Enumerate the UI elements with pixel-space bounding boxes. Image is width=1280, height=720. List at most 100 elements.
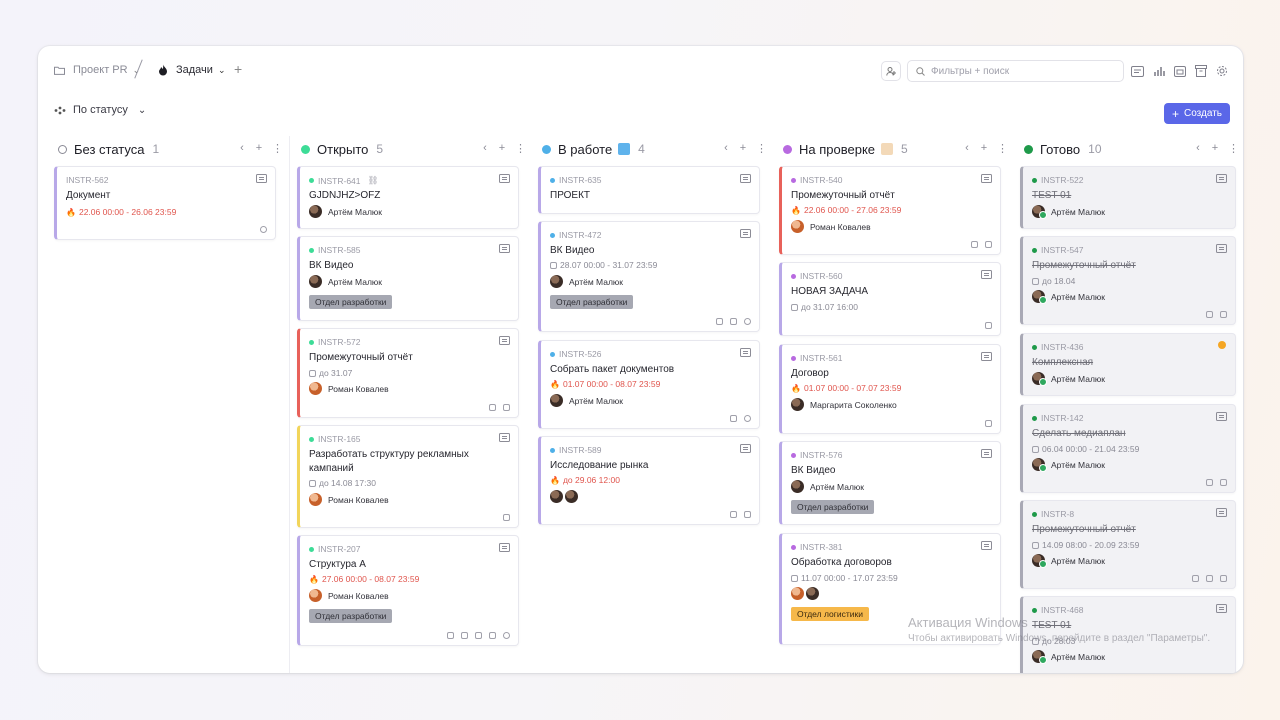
avatar [550,275,563,288]
column-open: Открыто 5 ‹ + ⋮ INSTR-641 ⛓ GJDNJHZ>OFZ Арт… [297,136,526,673]
avatar [1032,458,1047,472]
search-box[interactable] [907,60,1124,82]
task-card[interactable]: INSTR-572 Промежуточный отчёт до 31.07 Р… [297,328,519,418]
more-icon[interactable]: ⋮ [1228,143,1239,155]
chart-icon[interactable] [1152,64,1166,78]
task-title: ВК Видео [309,260,354,271]
more-icon[interactable]: ⋮ [515,143,526,155]
subtask-icon [730,415,737,422]
department-tag: Отдел разработки [309,295,393,309]
info-icon [503,632,510,639]
avatar [1032,205,1047,219]
task-card[interactable]: INSTR-8 Промежуточный отчёт 14.09 08:00 … [1020,500,1236,589]
group-by-selector[interactable]: По статусу ⌄ [54,104,146,116]
more-icon[interactable]: ⋮ [272,143,283,155]
column-divider [289,136,290,673]
assignee: Роман Ковалев [791,220,871,233]
chevron-down-icon: ⌄ [132,64,141,75]
task-id: INSTR-585 [318,245,361,255]
department-tag: Отдел разработки [550,295,634,309]
task-id: INSTR-468 [1041,605,1084,615]
column-header: В работе 4 ‹ + ⋮ [538,136,767,162]
description-icon [981,352,992,361]
task-card[interactable]: INSTR-547 Промежуточный отчёт до 18.04 А… [1020,236,1236,325]
task-card[interactable]: INSTR-142 Сделать медиаплан 06.04 00:00 … [1020,404,1236,493]
column-header: Без статуса 1 ‹ + ⋮ [54,136,283,162]
task-card[interactable]: INSTR-560 НОВАЯ ЗАДАЧА до 31.07 16:00 [779,262,1001,336]
add-card-icon[interactable]: + [980,142,988,154]
assignee: Роман Ковалев [309,493,389,506]
search-icon [916,66,925,76]
status-dot [542,144,551,154]
add-card-icon[interactable]: + [739,142,747,154]
card-view-icon[interactable] [1130,64,1144,78]
lock-icon [730,318,737,325]
description-icon [740,174,751,183]
collapse-left-icon[interactable]: ‹ [965,142,969,154]
gear-icon[interactable] [1215,64,1229,78]
description-icon [256,174,267,183]
task-card[interactable]: INSTR-436 Комплексная Артём Малюк [1020,333,1236,396]
task-id: INSTR-589 [559,445,602,455]
column-title: Открыто [317,141,369,157]
task-card[interactable]: INSTR-472 ВК Видео 28.07 00:00 - 31.07 2… [538,221,760,332]
chevron-down-icon: ⌄ [137,104,147,116]
task-card[interactable]: INSTR-381 Обработка договоров 11.07 00:0… [779,533,1001,645]
collapse-left-icon[interactable]: ‹ [240,142,244,154]
group-icon [54,106,66,114]
department-tag: Отдел разработки [791,500,875,514]
assignee: Артём Малюк [309,205,382,218]
task-card[interactable]: INSTR-526 Собрать пакет документов 🔥 01.0… [538,340,760,429]
task-card[interactable]: INSTR-561 Договор 🔥 01.07 00:00 - 07.07 2… [779,344,1001,434]
assignees [550,490,578,503]
task-card[interactable]: INSTR-562 Документ 🔥 22.06 00:00 - 26.06 … [54,166,276,240]
column-title: Готово [1040,141,1081,157]
breadcrumb-project[interactable]: Проект PR ⌄ [54,64,140,76]
task-card[interactable]: INSTR-165 Разработать структуру рекламны… [297,425,519,528]
edit-icon [1206,479,1213,486]
department-tag: Отдел разработки [309,609,393,623]
task-card[interactable]: INSTR-589 Исследование рынка 🔥 до 29.06 1… [538,436,760,525]
description-icon [1216,412,1227,421]
task-card[interactable]: INSTR-635 ПРОЕКТ [538,166,760,214]
more-icon[interactable]: ⋮ [997,143,1008,155]
status-dot [783,144,792,154]
add-card-icon[interactable]: + [498,142,506,154]
description-icon [981,449,992,458]
fire-icon: 🔥 [791,383,801,393]
task-card[interactable]: INSTR-468 TEST 01 до 28.03 Артём Малюк [1020,596,1236,673]
plus-icon: + [1171,106,1179,121]
search-input[interactable] [931,65,1101,77]
avatar [791,220,804,233]
task-id: INSTR-165 [318,434,361,444]
subtask-icon [1220,479,1227,486]
task-date: до 18.04 [1032,276,1075,286]
task-card[interactable]: INSTR-522 TEST 01 Артём Малюк [1020,166,1236,229]
collapse-left-icon[interactable]: ‹ [724,142,728,154]
task-card[interactable]: INSTR-540 Промежуточный отчёт 🔥 22.06 00:… [779,166,1001,255]
add-card-icon[interactable]: + [255,142,263,154]
create-button[interactable]: + Создать [1164,103,1230,124]
task-card[interactable]: INSTR-576 ВК Видео Артём Малюк Отдел раз… [779,441,1001,525]
subtask-icon [716,318,723,325]
more-icon[interactable]: ⋮ [756,143,767,155]
breadcrumb-tasks-label: Задачи [176,64,213,76]
avatar [1032,650,1047,664]
task-card[interactable]: INSTR-585 ВК Видео Артём Малюк Отдел раз… [297,236,519,321]
task-id: INSTR-436 [1041,342,1084,352]
add-view-button[interactable]: + [234,61,243,77]
archive-icon[interactable] [1194,64,1208,78]
lock-icon [1220,575,1227,582]
assignee: Роман Ковалев [309,382,389,395]
task-card[interactable]: INSTR-207 Структура А 🔥 27.06 00:00 - 08.… [297,535,519,646]
task-title: Промежуточный отчёт [791,190,895,201]
fire-icon: 🔥 [550,379,560,389]
task-card[interactable]: INSTR-641 ⛓ GJDNJHZ>OFZ Артём Малюк [297,166,519,229]
breadcrumb-tasks[interactable]: Задачи ⌄ [158,64,225,76]
task-id: INSTR-526 [559,349,602,359]
add-card-icon[interactable]: + [1211,142,1219,154]
calendar-view-icon[interactable] [1173,64,1187,78]
collapse-left-icon[interactable]: ‹ [1196,142,1200,154]
collapse-left-icon[interactable]: ‹ [483,142,487,154]
assignee-filter-button[interactable] [881,61,901,81]
